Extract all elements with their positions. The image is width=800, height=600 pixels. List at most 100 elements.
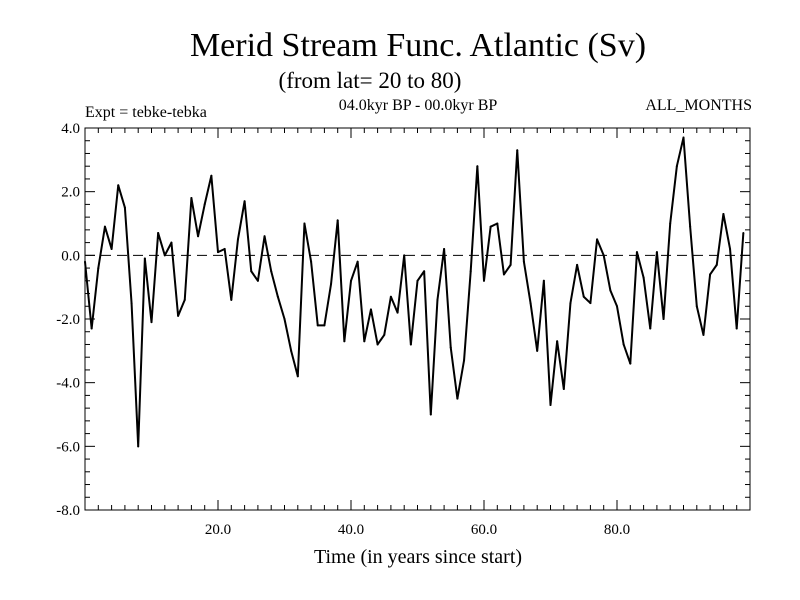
data-point	[689, 225, 692, 228]
data-point	[476, 165, 479, 168]
y-tick-label: -4.0	[56, 376, 80, 392]
data-point	[516, 149, 519, 152]
data-point	[270, 270, 273, 273]
months-label: ALL_MONTHS	[645, 97, 752, 114]
data-point	[456, 397, 459, 400]
data-point	[256, 279, 259, 282]
data-point	[616, 305, 618, 308]
data-point	[649, 327, 652, 330]
data-point	[376, 343, 379, 346]
data-point	[130, 302, 133, 305]
data-point	[675, 165, 678, 168]
data-point	[582, 295, 585, 298]
period-label: 04.0kyr BP - 00.0kyr BP	[339, 97, 498, 114]
data-point	[702, 333, 705, 336]
data-point	[576, 263, 579, 266]
chart-subtitle: (from lat= 20 to 80)	[279, 68, 462, 93]
data-point	[536, 349, 539, 352]
data-point	[403, 254, 406, 257]
data-point	[210, 174, 213, 177]
data-point	[223, 247, 226, 250]
x-tick-label: 20.0	[205, 522, 231, 538]
data-point	[217, 251, 219, 254]
data-point	[323, 324, 326, 327]
data-point	[290, 349, 293, 352]
data-point	[429, 413, 432, 416]
points-layer	[84, 136, 745, 448]
data-point	[635, 251, 638, 254]
data-point	[283, 318, 286, 320]
data-point	[622, 343, 625, 346]
data-point	[423, 270, 426, 273]
data-point	[157, 232, 160, 235]
data-point	[449, 346, 452, 349]
series-line	[84, 136, 745, 448]
data-point	[742, 232, 745, 235]
ticks-layer: 20.0 40.0 60.0 80.0 4.0 2.0 0.0 -2.0 -4.0 -6.0 -8.…	[56, 121, 750, 538]
data-point	[103, 225, 106, 228]
data-point	[409, 343, 412, 346]
data-point	[669, 222, 672, 225]
data-point	[695, 305, 698, 308]
data-point	[276, 295, 279, 298]
data-point	[396, 311, 399, 314]
data-point	[542, 279, 545, 282]
data-point	[350, 279, 352, 282]
data-point	[230, 298, 233, 301]
data-point	[250, 270, 253, 273]
x-tick-label: 80.0	[604, 522, 630, 538]
data-point	[602, 254, 605, 257]
data-point	[97, 267, 100, 270]
data-point	[363, 340, 366, 343]
data-point	[549, 403, 552, 406]
data-point	[150, 321, 153, 324]
data-point	[197, 235, 200, 238]
x-axis-label: Time (in years since start)	[314, 546, 522, 568]
data-point	[177, 314, 180, 317]
data-point	[715, 263, 718, 266]
data-point	[469, 270, 472, 273]
data-point	[496, 222, 499, 225]
data-point	[562, 388, 565, 391]
y-tick-label: 2.0	[61, 185, 80, 201]
data-point	[303, 222, 306, 225]
data-point	[596, 238, 599, 241]
data-point	[343, 340, 346, 343]
data-point	[316, 324, 319, 327]
data-point	[589, 302, 592, 305]
data-point	[163, 254, 166, 257]
data-point	[436, 298, 439, 301]
data-point	[90, 327, 93, 330]
chart-title: Merid Stream Func. Atlantic (Sv)	[190, 27, 646, 64]
y-tick-label: 4.0	[61, 121, 80, 137]
data-point	[190, 197, 193, 200]
x-tick-label: 60.0	[471, 522, 497, 538]
experiment-label: Expt = tebke-tebka	[85, 104, 207, 121]
data-point	[722, 212, 725, 215]
data-point	[569, 302, 572, 305]
data-point	[296, 375, 299, 378]
data-point	[483, 279, 485, 282]
y-tick-label: -2.0	[56, 312, 80, 328]
data-point	[356, 260, 359, 263]
data-point	[170, 241, 173, 244]
data-point	[330, 282, 333, 285]
data-point	[682, 136, 685, 139]
y-tick-label: -8.0	[56, 503, 80, 519]
data-point	[629, 362, 632, 365]
x-tick-label: 40.0	[338, 522, 364, 538]
data-point	[735, 327, 738, 330]
data-point	[143, 257, 146, 260]
data-point	[522, 260, 525, 263]
data-point	[369, 308, 372, 311]
data-point	[502, 273, 505, 276]
data-point	[389, 295, 392, 298]
data-point	[203, 203, 206, 206]
data-point	[263, 235, 266, 238]
data-point	[110, 247, 113, 250]
data-point	[709, 273, 712, 276]
data-point	[489, 225, 492, 228]
data-point	[642, 276, 645, 279]
data-point	[183, 298, 186, 301]
